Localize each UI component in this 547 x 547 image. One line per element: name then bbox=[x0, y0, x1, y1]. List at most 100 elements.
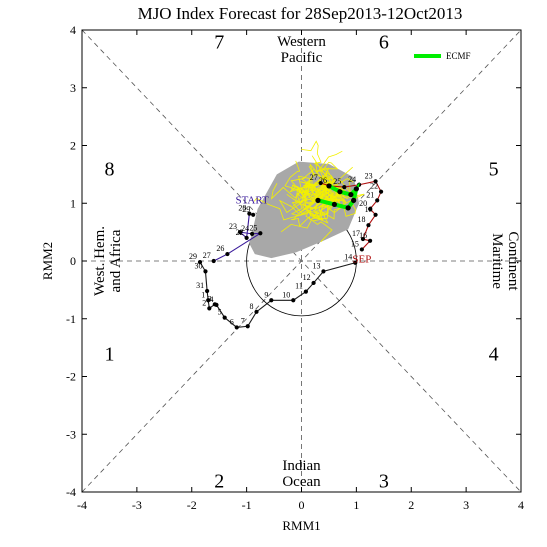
region-label-west-hemisphere-africa: West. Hem. bbox=[92, 226, 108, 296]
data-point-label: 26 bbox=[216, 244, 224, 253]
data-point bbox=[225, 251, 230, 257]
data-point bbox=[373, 212, 378, 217]
data-point-label: 24 bbox=[241, 224, 249, 233]
ensemble-member-line bbox=[290, 189, 341, 216]
data-point-label: 23 bbox=[365, 171, 373, 180]
region-label-maritime-continent: Continent bbox=[505, 231, 521, 291]
data-point-label: 9 bbox=[264, 290, 268, 299]
data-point-label: 20 bbox=[359, 199, 367, 208]
data-point-label: 25 bbox=[333, 177, 341, 186]
ensemble-member-line bbox=[311, 155, 329, 196]
phase-number-label: 3 bbox=[379, 470, 389, 492]
region-label-west-hemisphere-africa: and Africa bbox=[108, 229, 124, 292]
x-tick-label: 4 bbox=[518, 498, 524, 512]
data-point bbox=[211, 258, 216, 264]
data-point-label: 6 bbox=[230, 317, 234, 326]
ensemble-member-line bbox=[280, 195, 343, 233]
y-tick-label: 3 bbox=[70, 81, 76, 95]
data-point bbox=[378, 189, 384, 194]
data-point bbox=[318, 180, 323, 186]
phase-number-label: 2 bbox=[214, 470, 224, 492]
data-point bbox=[247, 211, 252, 216]
data-point bbox=[203, 269, 208, 274]
data-point-label: 15 bbox=[351, 239, 359, 248]
ensemble-member-line bbox=[307, 150, 343, 185]
x-tick-label: 1 bbox=[353, 498, 359, 512]
data-point-label: 1 bbox=[201, 290, 205, 299]
ensemble-member-line bbox=[290, 177, 317, 205]
data-point bbox=[291, 298, 296, 303]
data-point bbox=[321, 269, 326, 274]
data-point-label: 28 bbox=[238, 204, 246, 213]
data-point bbox=[245, 324, 250, 329]
data-point bbox=[353, 186, 359, 192]
data-point-label: 13 bbox=[312, 261, 320, 270]
legend-label-ecmf: ECMF bbox=[446, 51, 471, 61]
data-point bbox=[222, 315, 227, 320]
data-point-label: 27 bbox=[203, 251, 211, 260]
annotation-start: START bbox=[235, 194, 269, 206]
ensemble-member-line bbox=[319, 200, 356, 217]
y-tick-label: 2 bbox=[70, 139, 76, 153]
data-point-label: 17 bbox=[352, 229, 360, 238]
phase-number-label: 4 bbox=[489, 343, 499, 365]
region-label-indian-ocean: Indian bbox=[282, 458, 321, 474]
data-point bbox=[351, 197, 357, 203]
data-point bbox=[206, 298, 211, 303]
data-point-label: 3 bbox=[208, 294, 212, 303]
data-point bbox=[311, 280, 316, 286]
data-point bbox=[205, 288, 210, 294]
data-point-label: 27 bbox=[310, 173, 318, 182]
phase-number-label: 6 bbox=[379, 32, 389, 54]
phase-guides bbox=[81, 29, 522, 493]
data-point bbox=[353, 260, 358, 265]
data-point-label: 16 bbox=[359, 231, 367, 240]
y-tick-label: -1 bbox=[66, 312, 76, 326]
data-point-label: 24 bbox=[348, 175, 356, 184]
data-point bbox=[258, 231, 263, 236]
data-point bbox=[214, 302, 219, 307]
region-label-indian-ocean: Ocean bbox=[282, 474, 321, 490]
data-point bbox=[373, 179, 378, 184]
chart-title: MJO Index Forecast for 28Sep2013-12Oct20… bbox=[138, 4, 463, 23]
x-tick-label: -4 bbox=[77, 498, 87, 512]
data-point bbox=[326, 183, 332, 189]
ensemble-member-line bbox=[284, 160, 316, 204]
ensemble-member-line bbox=[331, 166, 354, 194]
ensemble-member-line bbox=[301, 140, 328, 181]
data-point bbox=[303, 289, 308, 294]
data-point bbox=[367, 206, 373, 212]
ensemble-member-line bbox=[310, 180, 335, 200]
data-point-label: 30 bbox=[194, 261, 202, 270]
phase-number-label: 5 bbox=[489, 159, 499, 181]
data-point-label: 4 bbox=[209, 295, 213, 304]
data-point bbox=[337, 189, 343, 195]
data-point-label: 22 bbox=[370, 182, 378, 191]
data-point bbox=[251, 212, 256, 217]
data-point-label: 29 bbox=[189, 252, 197, 261]
x-tick-label: -1 bbox=[242, 498, 252, 512]
data-point-label: 23 bbox=[229, 222, 237, 231]
data-point bbox=[366, 223, 371, 228]
phase-number-label: 1 bbox=[104, 343, 114, 365]
data-point-label: 21 bbox=[366, 190, 374, 199]
y-tick-label: 0 bbox=[70, 254, 76, 268]
data-point bbox=[254, 309, 259, 314]
data-point bbox=[237, 230, 243, 235]
data-point bbox=[331, 201, 338, 208]
phase-number-label: 8 bbox=[104, 159, 114, 181]
data-point-label: 18 bbox=[357, 215, 365, 224]
data-point bbox=[269, 298, 274, 303]
region-label-maritime-continent: Maritime bbox=[489, 233, 505, 289]
x-tick-label: 3 bbox=[463, 498, 469, 512]
legend: ECMF bbox=[414, 51, 471, 61]
phase-number-label: 7 bbox=[214, 32, 224, 54]
data-point bbox=[359, 247, 364, 252]
data-point bbox=[345, 205, 351, 211]
ensemble-member-line bbox=[313, 167, 334, 183]
data-point-label: 10 bbox=[282, 290, 290, 299]
